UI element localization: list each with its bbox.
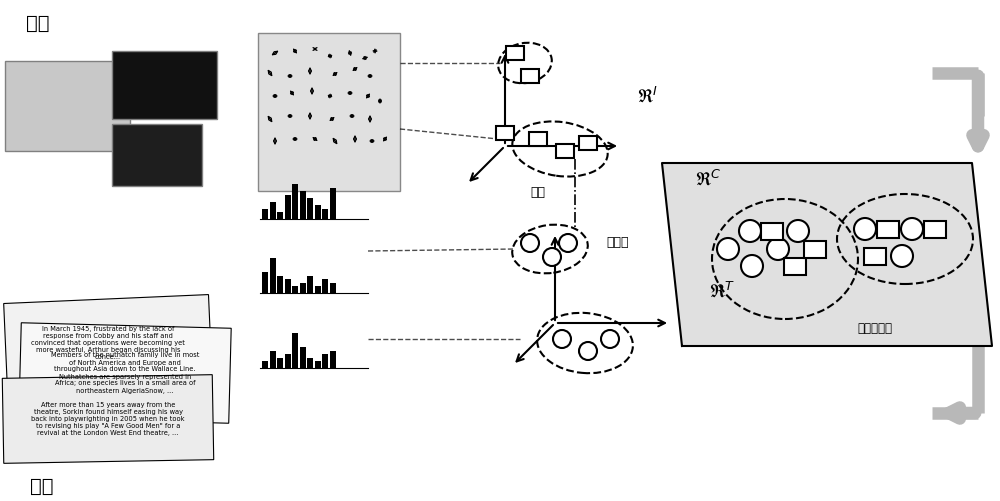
- Bar: [292, 286, 298, 293]
- FancyBboxPatch shape: [258, 33, 400, 191]
- Text: Members of the nuthatch family live in most
of North America and Europe and
thro: Members of the nuthatch family live in m…: [51, 353, 199, 393]
- Bar: [262, 361, 268, 368]
- Bar: [330, 351, 336, 368]
- Bar: [314, 205, 320, 219]
- Bar: [784, 258, 806, 275]
- Circle shape: [579, 342, 597, 360]
- Bar: [761, 222, 783, 239]
- Bar: [579, 136, 597, 150]
- Text: $\mathfrak{R}^I$: $\mathfrak{R}^I$: [637, 86, 659, 106]
- Circle shape: [553, 330, 571, 348]
- Circle shape: [854, 218, 876, 240]
- Bar: [506, 46, 524, 60]
- Bar: [300, 191, 306, 219]
- Bar: [300, 347, 306, 368]
- Circle shape: [767, 238, 789, 260]
- Bar: [556, 144, 574, 158]
- Bar: [262, 208, 268, 219]
- Circle shape: [891, 245, 913, 267]
- Bar: [277, 276, 283, 293]
- Bar: [314, 286, 320, 293]
- Bar: [330, 187, 336, 219]
- Bar: [877, 220, 899, 237]
- Bar: [521, 69, 539, 83]
- Circle shape: [901, 218, 923, 240]
- Bar: [270, 201, 276, 219]
- Bar: [330, 283, 336, 293]
- FancyBboxPatch shape: [112, 51, 217, 119]
- Bar: [529, 132, 547, 146]
- Circle shape: [559, 234, 577, 252]
- Circle shape: [739, 220, 761, 242]
- Bar: [307, 358, 313, 368]
- Bar: [924, 220, 946, 237]
- Bar: [322, 354, 328, 368]
- Bar: [277, 358, 283, 368]
- Circle shape: [787, 220, 809, 242]
- Bar: [307, 276, 313, 293]
- FancyBboxPatch shape: [112, 124, 202, 186]
- Text: 自步学习对: 自步学习对: [858, 323, 893, 336]
- Bar: [322, 208, 328, 219]
- Text: $\mathfrak{R}^T$: $\mathfrak{R}^T$: [709, 281, 735, 301]
- Bar: [864, 247, 886, 265]
- Circle shape: [601, 330, 619, 348]
- Bar: [307, 198, 313, 219]
- FancyBboxPatch shape: [4, 295, 212, 391]
- Bar: [292, 184, 298, 219]
- Text: After more than 15 years away from the
theatre, Sorkin found himself easing his : After more than 15 years away from the t…: [31, 402, 185, 436]
- Bar: [285, 354, 290, 368]
- Bar: [804, 240, 826, 258]
- Bar: [270, 258, 276, 293]
- Text: 语义组: 语义组: [607, 236, 629, 249]
- Text: In March 1945, frustrated by the lack of
response from Cobby and his staff and
c: In March 1945, frustrated by the lack of…: [31, 326, 185, 360]
- Text: $\mathfrak{R}^C$: $\mathfrak{R}^C$: [695, 169, 721, 189]
- Bar: [285, 194, 290, 219]
- Bar: [300, 283, 306, 293]
- Bar: [496, 126, 514, 140]
- Text: 配对: 配对: [530, 186, 546, 199]
- Circle shape: [717, 238, 739, 260]
- Bar: [322, 279, 328, 293]
- Circle shape: [521, 234, 539, 252]
- FancyBboxPatch shape: [2, 375, 214, 463]
- Bar: [262, 272, 268, 293]
- Bar: [277, 212, 283, 219]
- Bar: [270, 351, 276, 368]
- FancyBboxPatch shape: [19, 323, 231, 423]
- Bar: [314, 361, 320, 368]
- Text: 文本: 文本: [30, 476, 54, 495]
- Text: 图片: 图片: [26, 14, 50, 33]
- Circle shape: [741, 255, 763, 277]
- Bar: [292, 333, 298, 368]
- Polygon shape: [662, 163, 992, 346]
- FancyBboxPatch shape: [5, 61, 130, 151]
- Bar: [285, 279, 290, 293]
- Circle shape: [543, 248, 561, 266]
